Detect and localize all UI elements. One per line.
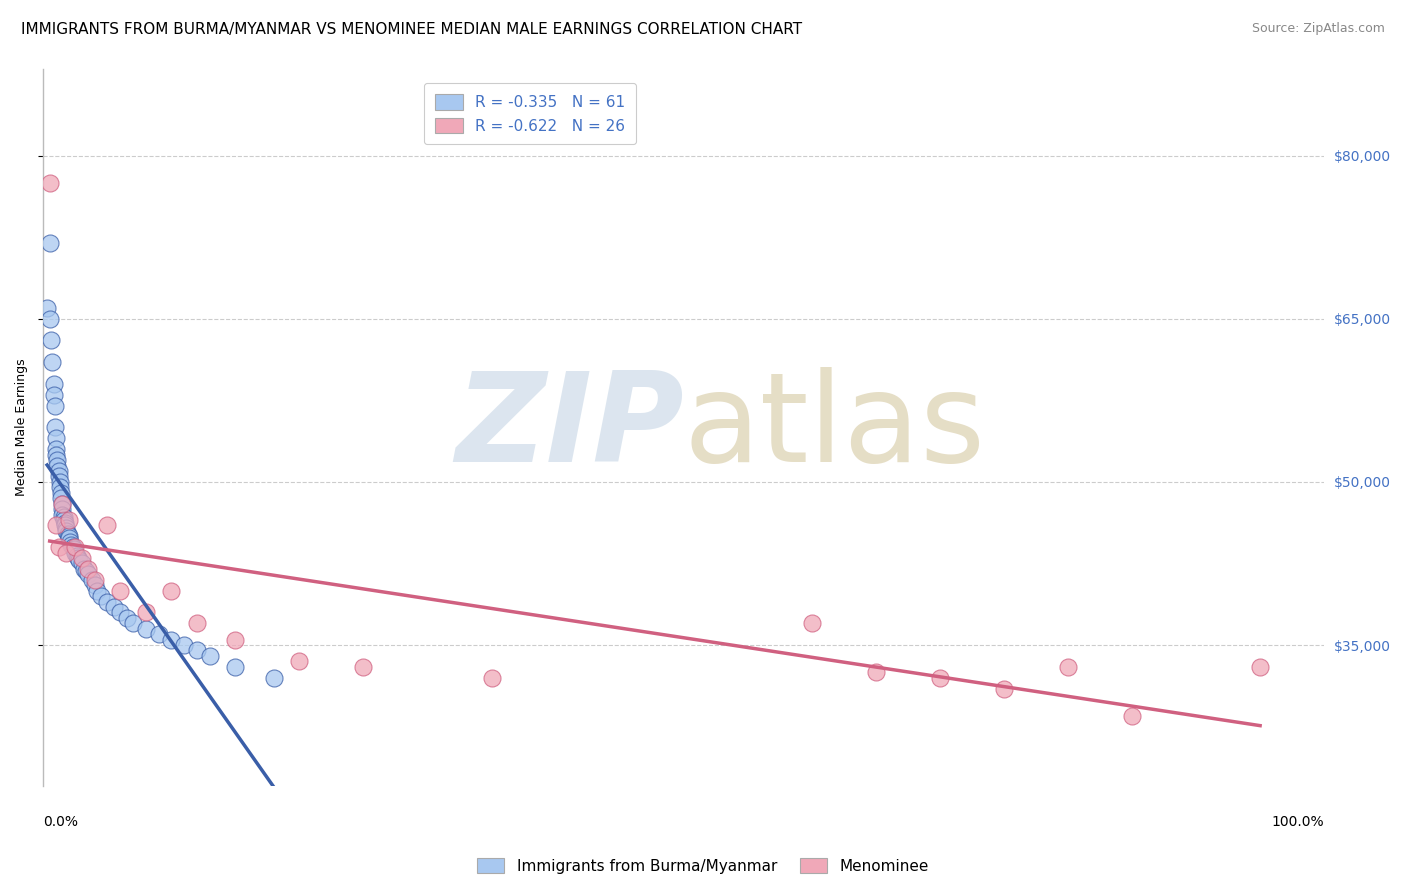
Point <box>39 334 62 348</box>
Legend: Immigrants from Burma/Myanmar, Menominee: Immigrants from Burma/Myanmar, Menominee <box>471 852 935 880</box>
Point <box>993 681 1015 696</box>
Point <box>800 616 823 631</box>
Legend: R = -0.335   N = 61, R = -0.622   N = 26: R = -0.335 N = 61, R = -0.622 N = 26 <box>425 83 636 145</box>
Point <box>96 518 118 533</box>
Text: Source: ZipAtlas.com: Source: ZipAtlas.com <box>1251 22 1385 36</box>
Point <box>48 469 70 483</box>
Point <box>103 599 125 614</box>
Point <box>51 485 73 500</box>
Point <box>38 176 60 190</box>
Point <box>83 573 105 587</box>
Point <box>59 534 82 549</box>
Point <box>65 540 87 554</box>
Point <box>160 583 183 598</box>
Point <box>186 643 208 657</box>
Point <box>51 497 73 511</box>
Text: 0.0%: 0.0% <box>44 815 79 830</box>
Point <box>148 627 170 641</box>
Point <box>58 529 80 543</box>
Point <box>86 583 108 598</box>
Point <box>51 497 73 511</box>
Point <box>224 632 246 647</box>
Point <box>42 376 65 391</box>
Point <box>60 538 83 552</box>
Point <box>45 431 67 445</box>
Text: ZIP: ZIP <box>456 367 683 488</box>
Point <box>73 562 96 576</box>
Text: 100.0%: 100.0% <box>1271 815 1324 830</box>
Point <box>55 520 77 534</box>
Point <box>48 540 70 554</box>
Point <box>49 480 72 494</box>
Point <box>51 502 73 516</box>
Point <box>37 301 59 315</box>
Y-axis label: Median Male Earnings: Median Male Earnings <box>15 359 28 496</box>
Point <box>41 355 63 369</box>
Point <box>45 518 67 533</box>
Point <box>70 551 93 566</box>
Point <box>62 540 84 554</box>
Point <box>70 557 93 571</box>
Point <box>108 606 131 620</box>
Point <box>58 532 80 546</box>
Point <box>49 475 72 489</box>
Point <box>80 573 103 587</box>
Point <box>108 583 131 598</box>
Point <box>38 311 60 326</box>
Point <box>56 527 79 541</box>
Point <box>45 442 67 457</box>
Point <box>51 491 73 506</box>
Point <box>928 671 950 685</box>
Point <box>75 564 97 578</box>
Point <box>96 594 118 608</box>
Point <box>46 453 69 467</box>
Point <box>288 654 311 668</box>
Point <box>481 671 503 685</box>
Point <box>55 524 77 538</box>
Text: IMMIGRANTS FROM BURMA/MYANMAR VS MENOMINEE MEDIAN MALE EARNINGS CORRELATION CHAR: IMMIGRANTS FROM BURMA/MYANMAR VS MENOMIN… <box>21 22 803 37</box>
Point <box>67 553 90 567</box>
Point <box>77 567 100 582</box>
Point <box>83 578 105 592</box>
Point <box>51 508 73 522</box>
Point <box>44 420 66 434</box>
Point <box>48 464 70 478</box>
Point <box>65 549 87 563</box>
Point <box>38 235 60 250</box>
Point <box>115 611 138 625</box>
Point <box>58 513 80 527</box>
Point <box>52 513 75 527</box>
Point <box>53 518 76 533</box>
Point <box>135 606 157 620</box>
Point <box>160 632 183 647</box>
Point <box>90 589 112 603</box>
Text: atlas: atlas <box>683 367 986 488</box>
Point <box>865 665 887 680</box>
Point <box>77 562 100 576</box>
Point <box>263 671 285 685</box>
Point <box>1121 708 1143 723</box>
Point <box>173 638 195 652</box>
Point <box>42 388 65 402</box>
Point <box>135 622 157 636</box>
Point <box>224 660 246 674</box>
Point <box>55 545 77 559</box>
Point <box>66 551 89 566</box>
Point <box>186 616 208 631</box>
Point <box>122 616 145 631</box>
Point <box>46 458 69 473</box>
Point <box>353 660 375 674</box>
Point <box>1057 660 1080 674</box>
Point <box>65 545 87 559</box>
Point <box>198 648 221 663</box>
Point <box>52 509 75 524</box>
Point <box>1249 660 1271 674</box>
Point <box>53 516 76 531</box>
Point <box>63 542 86 557</box>
Point <box>45 448 67 462</box>
Point <box>44 399 66 413</box>
